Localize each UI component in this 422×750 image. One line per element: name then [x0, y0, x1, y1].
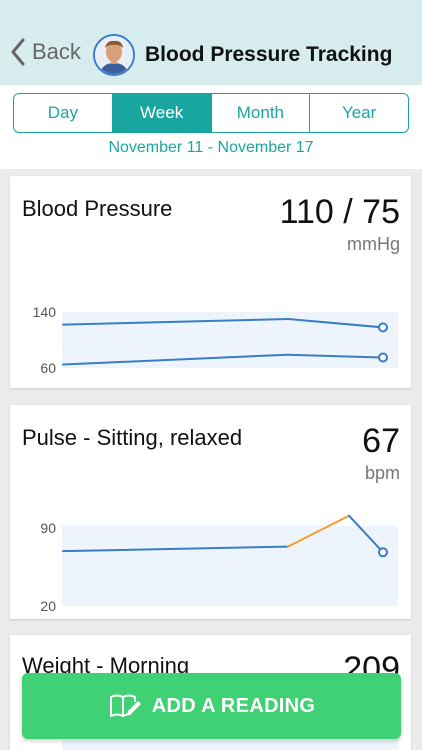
back-button[interactable]: Back	[10, 38, 81, 66]
pulse-chart: 90 20	[40, 514, 398, 614]
add-reading-label: ADD A READING	[151, 694, 316, 717]
back-label: Back	[32, 39, 81, 64]
notebook-pencil-icon	[109, 694, 141, 717]
latest-point[interactable]	[378, 547, 388, 558]
series-line-segment	[348, 514, 384, 554]
period-segmented-control: Day Week Month Year	[13, 93, 409, 133]
axis-label-top: 140	[33, 304, 57, 320]
latest-point[interactable]	[378, 322, 388, 333]
chart-band	[62, 526, 398, 606]
add-reading-button[interactable]: ADD A READING	[22, 673, 401, 739]
page-title: Blood Pressure Tracking	[145, 43, 393, 66]
blood-pressure-card[interactable]: Blood Pressure 110 / 75 mmHg 140 60	[10, 176, 411, 388]
series-line-segment	[287, 514, 350, 548]
tab-year[interactable]: Year	[341, 103, 377, 122]
card-value: 67	[362, 422, 400, 460]
tab-day[interactable]: Day	[14, 94, 113, 132]
period-selector-bar: Day Week Month Year November 11 - Novemb…	[0, 85, 422, 169]
tab-month[interactable]: Month	[212, 94, 311, 132]
pulse-card[interactable]: Pulse - Sitting, relaxed 67 bpm 90 20	[10, 405, 411, 619]
nav-header: Back Blood Pressure Tracking	[0, 0, 422, 85]
card-unit: mmHg	[347, 234, 400, 254]
latest-point[interactable]	[378, 352, 388, 363]
axis-label-bottom: 60	[40, 360, 56, 376]
card-value: 110 / 75	[279, 193, 400, 231]
series-line-segment	[287, 318, 384, 329]
card-unit: bpm	[364, 463, 400, 483]
series-line-segment	[62, 545, 289, 553]
series-line-segment	[62, 318, 289, 326]
tab-week[interactable]: Week	[112, 94, 212, 132]
card-title: Blood Pressure	[22, 196, 173, 221]
person-avatar-icon	[95, 36, 133, 74]
axis-label-top: 90	[40, 520, 56, 536]
series-line-segment	[62, 353, 289, 366]
date-range: November 11 - November 17	[108, 139, 314, 156]
chart-band	[62, 740, 398, 750]
axis-label-bottom: 20	[40, 598, 56, 614]
blood-pressure-chart: 140 60	[33, 304, 398, 376]
avatar[interactable]	[93, 34, 135, 76]
series-line-segment	[287, 353, 384, 359]
chevron-left-icon	[11, 38, 25, 66]
card-title: Pulse - Sitting, relaxed	[22, 425, 243, 450]
